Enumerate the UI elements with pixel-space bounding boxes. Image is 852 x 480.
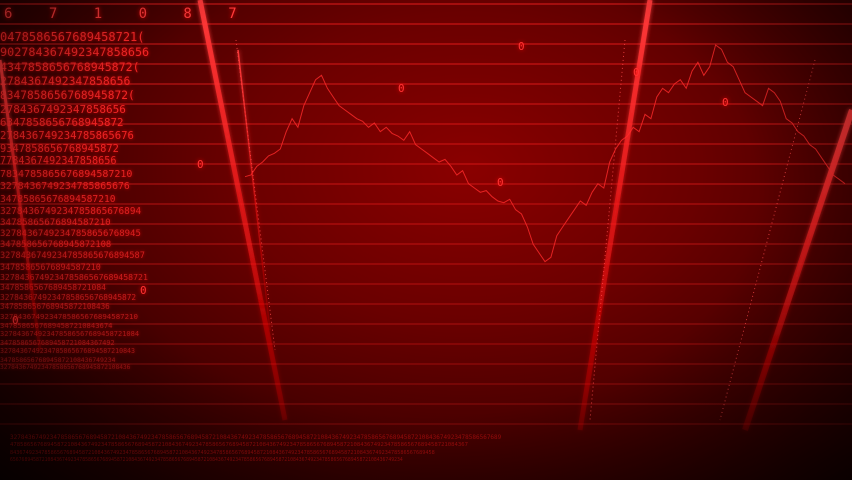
chart-series [244, 35, 846, 275]
floating-digit: 0 [12, 314, 19, 327]
floating-digit: 0 [722, 96, 729, 109]
bottom-digit-row: 6567689458721084367492347858656768945872… [10, 458, 403, 463]
floating-digit: 0 [497, 176, 504, 189]
floating-digit: 0 [633, 66, 640, 79]
bottom-digit-row: 4785865676894587210843674923478586567689… [10, 442, 469, 448]
chart-series-line [244, 44, 846, 263]
bottom-digit-row: 3278436749234785865676894587210843674923… [10, 434, 502, 441]
dotted-guide [589, 39, 626, 421]
bottom-digit-strip: 3278436749234785865676894587210843674923… [0, 430, 852, 480]
floating-digit: 0 [197, 158, 204, 171]
light-beam [742, 109, 852, 431]
floating-digit: 0 [518, 40, 525, 53]
light-beam [197, 0, 288, 421]
floating-digit: 0 [398, 82, 405, 95]
floating-digit: 0 [140, 284, 147, 297]
bottom-digit-row: 8436749234785865676894587210843674923478… [10, 450, 435, 456]
